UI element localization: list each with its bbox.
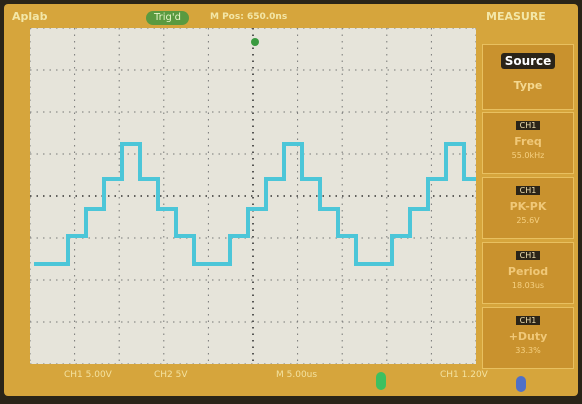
measure-value: 33.3% [483,346,573,355]
menu-type-label: Type [483,79,573,92]
measure-channel: CH1 [516,121,541,130]
measure-label: PK-PK [483,200,573,213]
trigger-marker [251,38,259,46]
measure-item[interactable]: CH1 Freq 55.0kHz [482,112,574,174]
ch1-trace [34,144,476,264]
menu-source-label: Source [501,53,556,69]
measure-channel: CH1 [516,251,541,260]
menu-title: MEASURE [486,10,546,23]
waveform-display [30,28,476,364]
bottom-time: M 5.00us [276,370,317,380]
measure-label: Period [483,265,573,278]
run-indicator [376,372,386,390]
bottom-ch2: CH2 5V [154,370,188,380]
measure-value: 25.6V [483,216,573,225]
measure-label: +Duty [483,330,573,343]
screen [30,28,476,364]
oscilloscope: Aplab Trig'd M Pos: 650.0ns MEASURE Sour… [4,4,578,396]
menu-source[interactable]: Source Type [482,44,574,110]
measure-channel: CH1 [516,316,541,325]
measure-label: Freq [483,135,573,148]
measure-item[interactable]: CH1 +Duty 33.3% [482,307,574,369]
trigger-status: Trig'd [146,11,189,25]
measure-channel: CH1 [516,186,541,195]
measure-item[interactable]: CH1 Period 18.03us [482,242,574,304]
bottom-trigger: CH1 1.20V [440,370,488,380]
bottom-ch1: CH1 5.00V [64,370,112,380]
measure-value: 18.03us [483,281,573,290]
position: M Pos: 650.0ns [210,12,287,22]
usb-indicator [516,376,526,392]
measure-item[interactable]: CH1 PK-PK 25.6V [482,177,574,239]
brand: Aplab [12,10,47,23]
page: {"top_bar": {"brand": "Aplab", "status":… [0,0,582,404]
measure-value: 55.0kHz [483,151,573,160]
